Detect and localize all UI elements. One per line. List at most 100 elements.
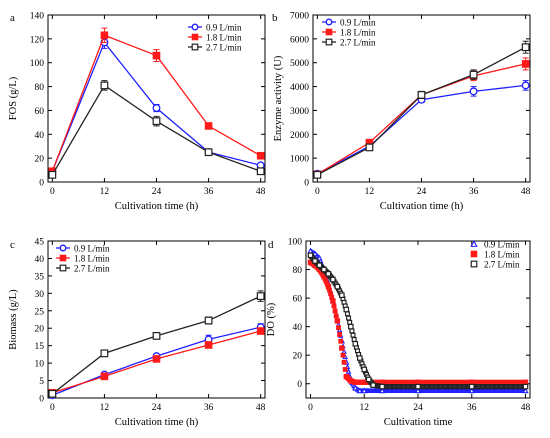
- x-tick-label: 36: [204, 403, 214, 413]
- legend-marker: [191, 43, 199, 51]
- data-point: [469, 87, 478, 96]
- legend-label: 2.7 L/min: [74, 264, 110, 274]
- legend-marker: [59, 254, 67, 262]
- data-point: [352, 340, 359, 347]
- y-tick-label: 3000: [290, 107, 309, 117]
- data-point: [332, 308, 338, 314]
- data-point: [342, 367, 348, 372]
- data-point: [361, 366, 368, 373]
- legend-label: 2.7 L/min: [484, 260, 520, 270]
- legend-label: 0.9 L/min: [206, 23, 242, 33]
- data-point: [349, 328, 355, 334]
- series-1: [48, 327, 265, 397]
- y-tick-label: 15: [35, 342, 45, 352]
- data-point: [357, 379, 363, 386]
- data-point: [152, 104, 161, 112]
- y-tick-label: 20: [35, 155, 45, 165]
- y-tick-label: 30: [35, 290, 45, 300]
- legend-marker: [470, 260, 478, 268]
- data-point: [204, 122, 213, 130]
- data-point: [48, 389, 57, 398]
- legend-marker: [59, 244, 67, 252]
- panel-letter: a: [10, 12, 15, 24]
- x-tick-label: 12: [100, 187, 110, 197]
- y-tick-label: 100: [30, 59, 45, 69]
- x-tick-label: 36: [467, 403, 477, 413]
- x-axis-title: Cultivation time (h): [115, 201, 199, 212]
- data-point: [330, 298, 336, 304]
- data-point: [256, 327, 265, 335]
- data-point: [152, 51, 161, 60]
- data-point: [307, 252, 314, 259]
- x-tick-label: 24: [413, 403, 423, 413]
- data-point: [365, 376, 372, 383]
- data-point: [361, 387, 368, 394]
- x-tick-label: 12: [359, 403, 369, 413]
- data-point: [346, 315, 352, 321]
- data-point: [341, 359, 347, 365]
- panel-letter: c: [10, 239, 15, 251]
- y-tick-label: 6000: [290, 35, 309, 45]
- series-2: [48, 80, 265, 179]
- x-tick-label: 48: [256, 403, 266, 413]
- y-tick-label: 0: [39, 179, 44, 189]
- data-point: [100, 31, 109, 40]
- data-point: [330, 276, 336, 283]
- legend-label: 0.9 L/min: [74, 244, 110, 254]
- data-point: [521, 43, 530, 52]
- data-point: [468, 387, 475, 394]
- data-point: [336, 325, 341, 331]
- data-point: [313, 170, 322, 179]
- data-point: [343, 306, 350, 313]
- data-point: [256, 167, 265, 176]
- legend-marker: [191, 23, 199, 31]
- y-tick-label: 80: [293, 266, 303, 276]
- x-tick-label: 48: [521, 187, 531, 197]
- data-point: [256, 292, 265, 301]
- x-tick-label: 0: [50, 403, 55, 413]
- y-axis-title: FOS (g/L): [8, 76, 19, 120]
- x-tick-label: 12: [365, 187, 375, 197]
- legend-label: 1.8 L/min: [206, 33, 242, 43]
- data-point: [379, 383, 385, 390]
- data-point: [100, 81, 109, 90]
- data-point: [414, 387, 422, 394]
- y-tick-label: 45: [35, 238, 45, 248]
- series-2: [307, 252, 529, 390]
- data-point: [356, 387, 363, 394]
- y-tick-label: 1000: [290, 155, 309, 165]
- y-tick-label: 25: [35, 307, 45, 317]
- series-0: [307, 247, 529, 394]
- x-tick-label: 0: [308, 403, 313, 413]
- x-tick-label: 24: [152, 187, 162, 197]
- x-axis-title: Cultivation time: [384, 417, 453, 428]
- y-tick-label: 120: [30, 35, 45, 45]
- data-point: [204, 316, 213, 325]
- y-tick-label: 0: [304, 179, 309, 189]
- series-line: [51, 295, 261, 395]
- panel-c: 0 12 24 36 48 0 5 10 15 20 25 30 35 40 45 Cultivation t…: [8, 238, 266, 429]
- data-point: [338, 338, 344, 344]
- panel-d: 0 12 24 36 48 0 20 40 60 80 100 Cultivation time DO …: [266, 238, 531, 429]
- y-axis-title: DO (%): [266, 302, 277, 336]
- data-point: [321, 266, 327, 273]
- data-point: [345, 368, 352, 374]
- data-point: [522, 387, 529, 394]
- data-point: [348, 323, 354, 330]
- legend-marker: [191, 33, 199, 41]
- x-axis-title: Cultivation time (h): [115, 417, 199, 428]
- legend-marker: [59, 264, 67, 272]
- data-point: [350, 332, 356, 338]
- data-point: [352, 379, 358, 386]
- y-tick-label: 5000: [290, 59, 309, 69]
- data-point: [344, 311, 350, 317]
- y-tick-label: 60: [35, 107, 45, 117]
- data-point: [204, 148, 213, 157]
- data-point: [365, 143, 374, 152]
- data-point: [337, 332, 343, 337]
- x-tick-label: 36: [469, 187, 479, 197]
- y-tick-label: 4000: [290, 83, 309, 93]
- data-point: [152, 331, 161, 340]
